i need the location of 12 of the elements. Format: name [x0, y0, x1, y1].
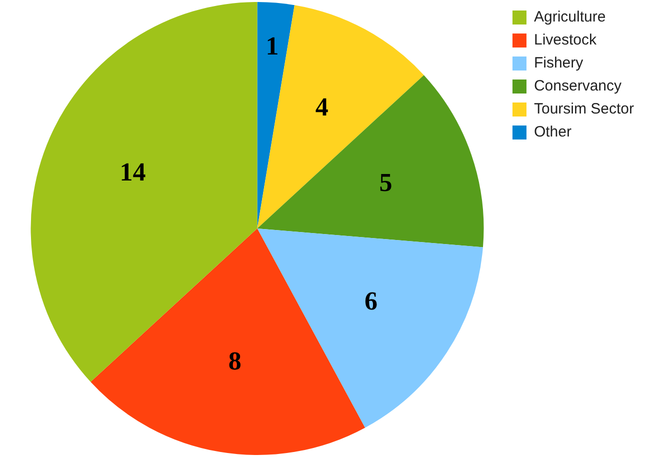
legend-label: Fishery [534, 54, 584, 72]
legend-label: Agriculture [534, 8, 606, 26]
data-label: 5 [379, 168, 392, 198]
legend-label: Toursim Sector [534, 100, 634, 118]
data-label: 14 [120, 158, 146, 187]
legend-label: Conservancy [534, 78, 622, 95]
legend-label: Other [534, 124, 572, 141]
data-label: 4 [315, 92, 328, 122]
data-label: 8 [228, 346, 242, 376]
data-label: 6 [364, 286, 378, 316]
legend-label: Livestock [534, 32, 597, 49]
data-label: 1 [266, 32, 279, 61]
